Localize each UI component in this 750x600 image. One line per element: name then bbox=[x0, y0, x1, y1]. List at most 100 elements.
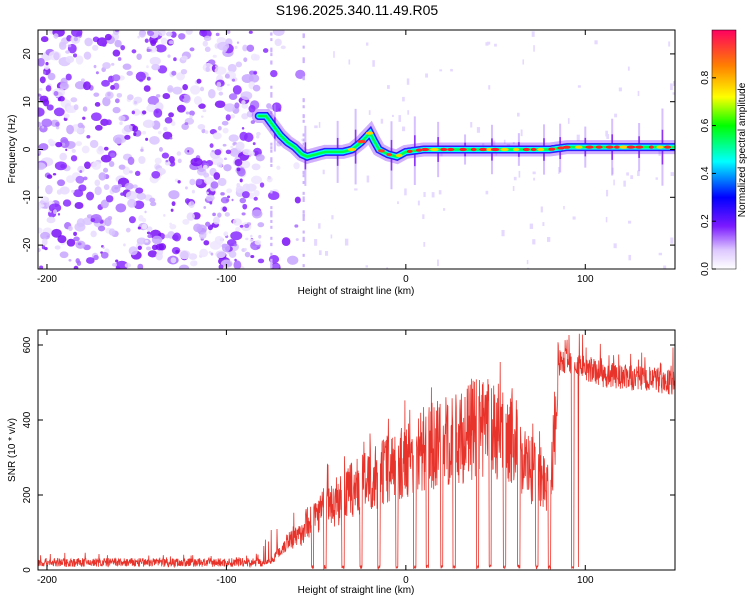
spectrogram-noise-blob bbox=[268, 191, 280, 201]
spectrogram-noise-blob bbox=[270, 69, 278, 78]
spectrogram-noise-blob bbox=[191, 189, 196, 194]
spectrogram-noise-blob bbox=[234, 102, 240, 109]
spectrogram-noise-blob bbox=[123, 243, 126, 247]
spectrogram-noise-blob bbox=[62, 199, 72, 207]
spectrogram-noise-blob bbox=[239, 197, 247, 204]
spectrogram-noise-blob bbox=[217, 177, 227, 187]
ridge-hotspot bbox=[605, 145, 614, 149]
spectrogram-noise-blob bbox=[165, 159, 169, 163]
spectrogram-noise-blob bbox=[150, 39, 157, 47]
spectrogram-noise-speck bbox=[630, 175, 634, 180]
spectrogram-noise-blob bbox=[196, 224, 208, 234]
spectrogram-noise-blob bbox=[162, 93, 171, 100]
spectrogram-noise-blob bbox=[60, 77, 68, 87]
spectrogram-noise-blob bbox=[216, 162, 223, 168]
spectrogram-noise-blob bbox=[255, 154, 265, 162]
spectrogram-noise-blob bbox=[185, 186, 188, 190]
spectrogram-stripe-dash bbox=[302, 105, 305, 109]
spectrogram-noise-blob bbox=[181, 55, 188, 61]
spectrogram-noise-blob bbox=[222, 206, 228, 212]
spectrogram-noise-blob bbox=[77, 122, 84, 129]
spectrogram-noise-blob bbox=[204, 46, 211, 53]
spectrogram-stripe-dash bbox=[270, 146, 273, 150]
spectrogram-noise-blob bbox=[214, 66, 227, 75]
spectrogram-noise-blob bbox=[205, 66, 210, 72]
spectrogram-noise-blob bbox=[235, 141, 245, 151]
spectrogram-noise-blob bbox=[100, 199, 109, 209]
spectrogram-noise-speck bbox=[512, 185, 515, 191]
spectrogram-noise-blob bbox=[115, 266, 121, 269]
spectrogram-noise-blob bbox=[242, 44, 248, 52]
spectrogram-noise-blob bbox=[79, 169, 83, 173]
spectrogram-noise-blob bbox=[158, 146, 163, 152]
spectrogram-noise-blob bbox=[91, 161, 102, 170]
spectrogram-noise-blob bbox=[55, 141, 63, 148]
spectrogram-noise-blob bbox=[141, 223, 148, 230]
spectrogram-noise-blob bbox=[224, 73, 230, 79]
spectrogram-noise-blob bbox=[227, 63, 237, 73]
spectrogram-noise-speck bbox=[520, 129, 523, 137]
spectrogram-y-axis: -20 -10 0 10 20 bbox=[22, 48, 675, 252]
ridge-hotspot bbox=[415, 148, 423, 152]
spectrogram-noise-blob bbox=[146, 65, 149, 69]
spectrogram-noise-blob bbox=[53, 33, 59, 39]
spectrogram-noise-blob bbox=[225, 114, 231, 121]
spectrogram-noise-speck bbox=[531, 31, 535, 37]
spectrogram-noise-blob bbox=[168, 190, 180, 200]
spectrogram-noise-blob bbox=[112, 106, 121, 114]
spectrogram-stripe-dash bbox=[302, 191, 305, 195]
spectrogram-noise-blob bbox=[147, 250, 158, 258]
ridge-hotspot bbox=[595, 145, 603, 149]
spectrogram-stripe-dash bbox=[270, 190, 273, 194]
spectrogram-noise-blob bbox=[65, 50, 70, 54]
spectrogram-noise-blob bbox=[104, 156, 108, 159]
spectrogram-noise-blob bbox=[146, 76, 151, 81]
spectrogram-noise-blob bbox=[145, 246, 152, 251]
spectrogram-noise-speck bbox=[628, 220, 632, 224]
spectrogram-noise-blob bbox=[51, 140, 56, 145]
spectrogram-noise-blob bbox=[287, 255, 299, 265]
spectrogram-noise-blob bbox=[56, 189, 62, 195]
spectrogram-x-tick-label: -200 bbox=[37, 274, 57, 285]
spectrogram-noise-blob bbox=[168, 40, 174, 45]
spectrogram-y-label: Frequency (Hz) bbox=[7, 115, 18, 184]
spectrogram-noise-blob bbox=[61, 142, 66, 146]
spectrogram-noise-blob bbox=[217, 212, 222, 218]
spectrogram-noise-blob bbox=[94, 186, 102, 196]
spectrogram-noise-blob bbox=[193, 96, 203, 105]
spectrogram-noise-blob bbox=[158, 30, 166, 37]
spectrogram-noise-blob bbox=[116, 92, 123, 98]
spectrogram-noise-blob bbox=[82, 116, 86, 120]
spectrogram-noise-blob bbox=[195, 178, 203, 185]
spectrogram-noise-blob bbox=[75, 175, 85, 184]
colorbar-tick-label: 0.2 bbox=[700, 214, 711, 228]
spectrogram-noise-blob bbox=[190, 157, 203, 167]
spectrogram-noise-blob bbox=[126, 70, 133, 76]
spectrogram-noise-speck bbox=[494, 43, 497, 47]
spectrogram-noise-blob bbox=[209, 143, 214, 148]
spectrogram-noise-speck bbox=[488, 85, 491, 90]
spectrogram-noise-blob bbox=[262, 48, 269, 53]
spectrogram-noise-blob bbox=[240, 91, 253, 100]
spectrogram-noise-speck bbox=[386, 267, 389, 269]
spectrogram-stripe-dash bbox=[270, 159, 273, 163]
spectrogram-noise-blob bbox=[241, 126, 245, 130]
spectrogram-stripe-dash bbox=[270, 225, 273, 229]
spectrogram-noise-blob bbox=[151, 63, 161, 71]
spectrogram-noise-speck bbox=[658, 150, 661, 156]
colorbar-tick-label: 0.4 bbox=[700, 166, 711, 180]
spectrogram-noise-blob bbox=[177, 158, 182, 164]
spectrogram-noise-blob bbox=[122, 63, 132, 70]
spectrogram-noise-blob bbox=[110, 85, 115, 90]
spectrogram-noise-blob bbox=[115, 203, 127, 213]
ridge-hotspot bbox=[406, 149, 413, 153]
ridge-hotspot bbox=[530, 147, 537, 152]
spectrogram-noise-blob bbox=[188, 253, 198, 260]
spectrogram-noise-blob bbox=[241, 100, 246, 106]
ridge-hotspot bbox=[614, 145, 620, 149]
spectrogram-noise-blob bbox=[136, 237, 147, 245]
ridge-hotspot bbox=[386, 153, 393, 157]
spectrogram-noise-blob bbox=[234, 159, 243, 167]
spectrogram-noise-blob bbox=[57, 179, 66, 187]
spectrogram-stripe-dash bbox=[302, 213, 305, 217]
